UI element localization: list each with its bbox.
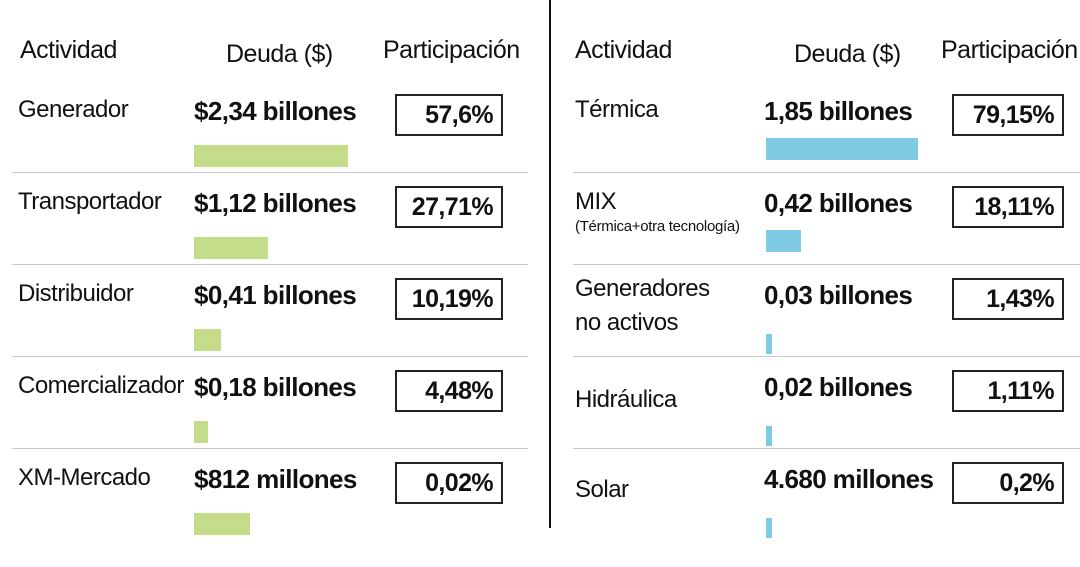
debt-bar [194,421,208,443]
activity-label: Térmica [575,94,659,126]
row-separator [573,356,1080,357]
row-separator [573,172,1080,173]
debt-bar [766,138,918,160]
debt-value: $1,12 billones [194,188,357,218]
activity-label: Solar [575,474,629,506]
table-row: Térmica 1,85 billones 79,15% [551,82,1080,174]
activity-label: XM-Mercado [18,462,151,494]
activity-label-text: Hidráulica [575,386,677,413]
activity-label: Generadores no activos [575,272,710,340]
row-separator [12,264,528,265]
debt-bar [194,237,268,259]
activity-label-text: Comercializador [18,372,184,399]
share-box: 1,43% [952,278,1064,320]
activity-label-text: MIX [575,188,617,215]
activity-label: Hidráulica [575,384,677,416]
debt-bar [766,334,772,354]
debt-value: $2,34 billones [194,96,357,126]
row-separator [573,448,1080,449]
row-separator [12,356,528,357]
activity-label-text: Generador [18,96,129,123]
row-separator [12,448,528,449]
table-row: Distribuidor $0,41 billones 10,19% [0,266,549,358]
debt-value: 4.680 millones [764,464,934,494]
debt-value: 0,03 billones [764,280,913,310]
table-row: XM-Mercado $812 millones 0,02% [0,450,549,542]
activity-sublabel: (Térmica+otra tecnología) [575,218,740,235]
header-debt: Deuda ($) [226,40,333,68]
table-row: Hidráulica 0,02 billones 1,11% [551,358,1080,450]
debt-value: $812 millones [194,464,357,494]
right-panel: Actividad Deuda ($) Participación Térmic… [551,0,1080,567]
table-row: Solar 4.680 millones 0,2% [551,450,1080,542]
header-activity: Actividad [575,36,672,64]
debt-value: $0,18 billones [194,372,357,402]
header-debt: Deuda ($) [794,40,901,68]
debt-bar [766,426,772,446]
table-row: Generadores no activos 0,03 billones 1,43% [551,266,1080,358]
header-activity: Actividad [20,36,117,64]
activity-label-text: Generadores no activos [575,275,710,336]
activity-label-text: Térmica [575,96,659,123]
header-share: Participación [941,36,1078,64]
share-box: 18,11% [952,186,1064,228]
table-row: Transportador $1,12 billones 27,71% [0,174,549,266]
share-box: 57,6% [395,94,503,136]
row-separator [573,264,1080,265]
share-box: 4,48% [395,370,503,412]
debt-value: 1,85 billones [764,96,913,126]
left-panel: Actividad Deuda ($) Participación Genera… [0,36,549,542]
activity-label: Comercializador [18,370,184,402]
share-box: 0,02% [395,462,503,504]
panel-divider [549,0,551,528]
activity-label-text: Transportador [18,188,162,215]
header-share: Participación [383,36,520,64]
share-box: 27,71% [395,186,503,228]
table-row: Generador $2,34 billones 57,6% [0,82,549,174]
debt-bar [194,145,348,167]
debt-value: 0,02 billones [764,372,913,402]
share-box: 79,15% [952,94,1064,136]
share-box: 1,11% [952,370,1064,412]
activity-label-text: Solar [575,476,629,503]
table-row: Comercializador $0,18 billones 4,48% [0,358,549,450]
table-row: MIX (Térmica+otra tecnología) 0,42 billone… [551,174,1080,266]
share-box: 0,2% [952,462,1064,504]
debt-bar [194,513,250,535]
activity-label-text: Distribuidor [18,280,134,307]
activity-label: MIX (Térmica+otra tecnología) [575,186,740,236]
debt-value: $0,41 billones [194,280,357,310]
share-box: 10,19% [395,278,503,320]
debt-bar [766,518,772,538]
activity-label: Transportador [18,186,162,218]
activity-label: Generador [18,94,129,126]
debt-bar [766,230,801,252]
debt-value: 0,42 billones [764,188,913,218]
activity-label: Distribuidor [18,278,134,310]
row-separator [12,172,528,173]
activity-label-text: XM-Mercado [18,464,151,491]
debt-bar [194,329,221,351]
